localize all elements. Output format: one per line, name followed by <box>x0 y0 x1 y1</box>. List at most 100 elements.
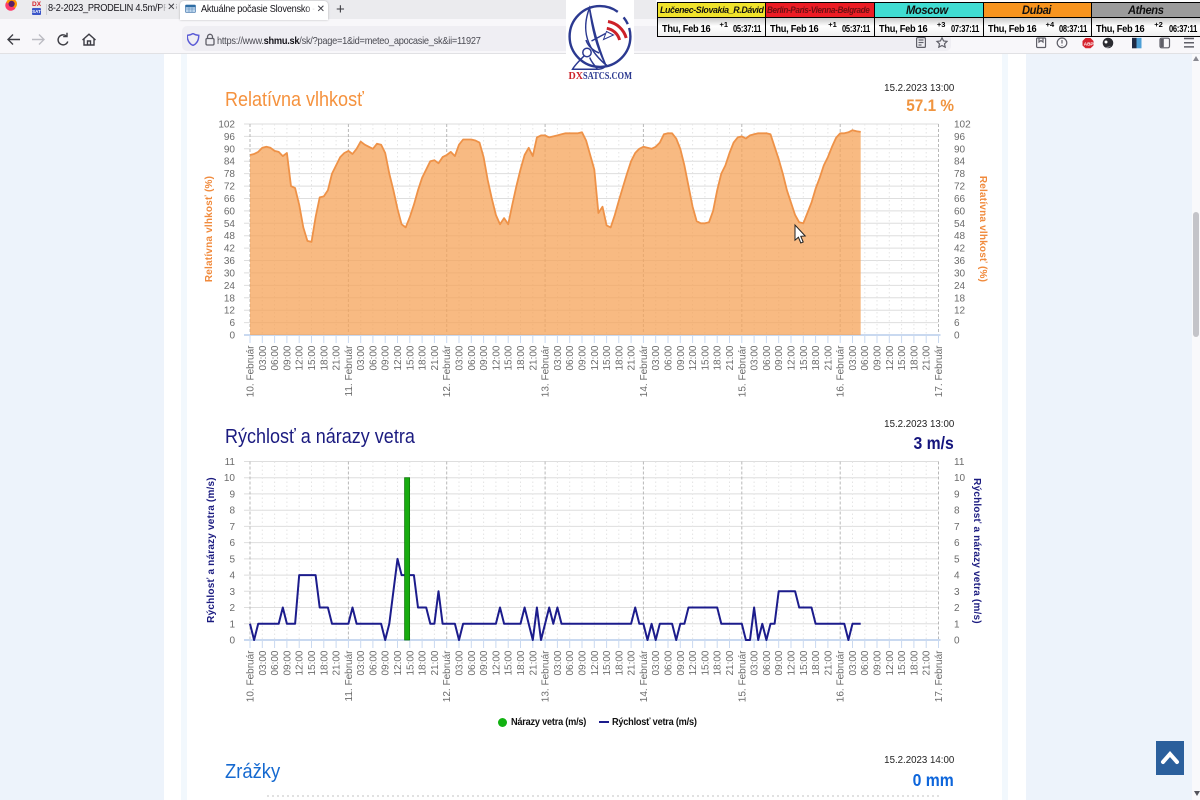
svg-text:60: 60 <box>954 206 966 217</box>
svg-text:96: 96 <box>954 132 966 143</box>
svg-text:21:00: 21:00 <box>430 650 441 675</box>
svg-text:09:00: 09:00 <box>873 650 884 675</box>
svg-text:09:00: 09:00 <box>578 345 589 370</box>
svg-text:18:00: 18:00 <box>319 345 330 370</box>
svg-text:18:00: 18:00 <box>811 345 822 370</box>
svg-text:13. Február: 13. Február <box>541 345 552 397</box>
svg-text:1: 1 <box>954 619 960 630</box>
svg-text:21:00: 21:00 <box>823 650 834 675</box>
svg-text:9: 9 <box>229 489 235 500</box>
svg-text:09:00: 09:00 <box>479 650 490 675</box>
svg-text:16. Február: 16. Február <box>836 345 847 397</box>
svg-text:11: 11 <box>954 457 965 468</box>
svg-text:06:00: 06:00 <box>270 345 281 370</box>
svg-text:06:00: 06:00 <box>762 650 773 675</box>
svg-text:09:00: 09:00 <box>282 345 293 370</box>
svg-text:21:00: 21:00 <box>528 345 539 370</box>
svg-text:03:00: 03:00 <box>651 650 662 675</box>
svg-text:15. Február: 15. Február <box>737 345 748 397</box>
svg-text:24: 24 <box>954 281 966 292</box>
svg-text:18: 18 <box>954 293 966 304</box>
svg-text:Relatívna vlhkosť (%): Relatívna vlhkosť (%) <box>977 176 988 282</box>
svg-text:60: 60 <box>224 206 236 217</box>
svg-text:21:00: 21:00 <box>627 650 638 675</box>
svg-text:12: 12 <box>224 306 236 317</box>
svg-text:18:00: 18:00 <box>418 650 429 675</box>
svg-text:15:00: 15:00 <box>799 650 810 675</box>
svg-text:18:00: 18:00 <box>516 345 527 370</box>
svg-text:21:00: 21:00 <box>528 650 539 675</box>
svg-text:8: 8 <box>954 506 960 517</box>
svg-text:12:00: 12:00 <box>688 650 699 675</box>
svg-text:ABP: ABP <box>1084 41 1094 46</box>
svg-text:10: 10 <box>224 473 236 484</box>
svg-text:66: 66 <box>224 194 236 205</box>
svg-text:102: 102 <box>218 120 235 131</box>
svg-text:09:00: 09:00 <box>873 345 884 370</box>
svg-text:4: 4 <box>954 571 960 582</box>
svg-text:6: 6 <box>229 318 235 329</box>
svg-text:10: 10 <box>954 473 966 484</box>
svg-text:6: 6 <box>229 538 235 549</box>
svg-text:0: 0 <box>229 636 235 647</box>
svg-text:3: 3 <box>954 587 960 598</box>
svg-text:12:00: 12:00 <box>393 650 404 675</box>
svg-text:54: 54 <box>224 219 236 230</box>
svg-text:36: 36 <box>224 256 236 267</box>
svg-text:12: 12 <box>954 306 966 317</box>
svg-text:18:00: 18:00 <box>319 650 330 675</box>
svg-text:0: 0 <box>954 331 960 342</box>
svg-text:06:00: 06:00 <box>664 650 675 675</box>
svg-text:102: 102 <box>954 120 971 131</box>
svg-text:03:00: 03:00 <box>848 345 859 370</box>
svg-text:18:00: 18:00 <box>909 650 920 675</box>
svg-text:15:00: 15:00 <box>405 345 416 370</box>
svg-text:96: 96 <box>224 132 236 143</box>
svg-text:18:00: 18:00 <box>713 650 724 675</box>
svg-text:18:00: 18:00 <box>909 345 920 370</box>
svg-text:03:00: 03:00 <box>750 345 761 370</box>
svg-text:72: 72 <box>954 182 966 193</box>
svg-text:03:00: 03:00 <box>258 650 269 675</box>
svg-text:06:00: 06:00 <box>860 345 871 370</box>
svg-text:18:00: 18:00 <box>418 345 429 370</box>
svg-text:2: 2 <box>954 603 960 614</box>
svg-text:14. Február: 14. Február <box>639 650 650 702</box>
svg-text:78: 78 <box>954 169 966 180</box>
svg-text:84: 84 <box>224 157 236 168</box>
svg-text:03:00: 03:00 <box>553 650 564 675</box>
svg-text:78: 78 <box>224 169 236 180</box>
svg-text:84: 84 <box>954 157 966 168</box>
svg-text:03:00: 03:00 <box>258 345 269 370</box>
svg-text:42: 42 <box>224 244 236 255</box>
svg-text:21:00: 21:00 <box>823 345 834 370</box>
svg-text:Rýchlosť a nárazy vetra (m/s): Rýchlosť a nárazy vetra (m/s) <box>206 477 217 623</box>
svg-text:11. Február: 11. Február <box>344 650 355 702</box>
svg-text:48: 48 <box>224 231 236 242</box>
svg-text:21:00: 21:00 <box>332 345 343 370</box>
svg-text:12:00: 12:00 <box>491 345 502 370</box>
svg-text:09:00: 09:00 <box>578 650 589 675</box>
svg-text:1: 1 <box>229 619 235 630</box>
svg-text:15:00: 15:00 <box>405 650 416 675</box>
svg-text:21:00: 21:00 <box>922 345 933 370</box>
svg-text:12:00: 12:00 <box>590 650 601 675</box>
svg-text:15:00: 15:00 <box>700 345 711 370</box>
svg-text:21:00: 21:00 <box>430 345 441 370</box>
svg-text:09:00: 09:00 <box>676 650 687 675</box>
svg-text:09:00: 09:00 <box>479 345 490 370</box>
svg-text:21:00: 21:00 <box>332 650 343 675</box>
svg-text:15:00: 15:00 <box>700 650 711 675</box>
svg-text:15:00: 15:00 <box>504 345 515 370</box>
svg-text:12:00: 12:00 <box>688 345 699 370</box>
svg-text:24: 24 <box>224 281 236 292</box>
svg-text:06:00: 06:00 <box>664 345 675 370</box>
svg-text:7: 7 <box>954 522 960 533</box>
svg-text:03:00: 03:00 <box>356 650 367 675</box>
svg-text:Rýchlosť a nárazy vetra (m/s): Rýchlosť a nárazy vetra (m/s) <box>971 478 982 624</box>
svg-text:09:00: 09:00 <box>676 345 687 370</box>
svg-text:06:00: 06:00 <box>467 650 478 675</box>
svg-text:18:00: 18:00 <box>614 345 625 370</box>
svg-text:15:00: 15:00 <box>602 345 613 370</box>
svg-text:4: 4 <box>229 571 235 582</box>
